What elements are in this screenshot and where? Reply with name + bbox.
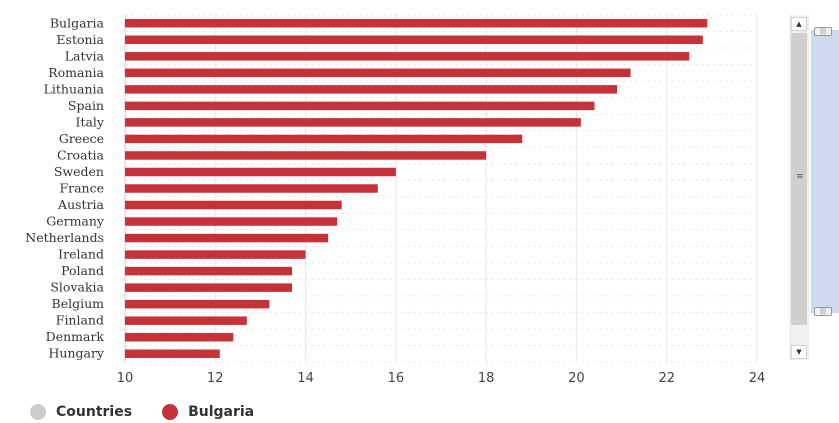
x-tick-label: 22: [658, 371, 675, 386]
bar-lithuania[interactable]: [125, 85, 617, 94]
legend-item-countries[interactable]: Countries: [30, 404, 132, 420]
category-label: Estonia: [56, 32, 104, 47]
bar-estonia[interactable]: [125, 36, 703, 45]
bars: [125, 19, 707, 358]
bar-netherlands[interactable]: [125, 234, 328, 243]
x-axis-tick-labels: 10 12 14 16 18 20 22 24: [117, 371, 766, 386]
category-label: Latvia: [65, 48, 105, 63]
scroll-up-icon[interactable]: ▲: [791, 17, 807, 31]
category-label: Germany: [46, 214, 105, 229]
bar-bulgaria[interactable]: [125, 19, 707, 28]
bar-sweden[interactable]: [125, 168, 396, 177]
bar-greece[interactable]: [125, 135, 522, 144]
navigator-selection[interactable]: ||| |||: [811, 30, 839, 313]
grip-lines-icon: ≡: [796, 173, 804, 182]
category-label: Denmark: [46, 329, 105, 344]
navigator-handle-bottom-icon[interactable]: |||: [814, 307, 832, 316]
bar-romania[interactable]: [125, 69, 631, 78]
bar-belgium[interactable]: [125, 300, 269, 309]
bar-germany[interactable]: [125, 217, 337, 226]
category-label: Hungary: [49, 346, 105, 361]
category-label: Spain: [68, 98, 104, 113]
x-tick-label: 14: [297, 371, 314, 386]
x-tick-label: 10: [117, 371, 134, 386]
navigator-handle-top-icon[interactable]: |||: [814, 27, 832, 36]
bar-spain[interactable]: [125, 102, 594, 111]
category-label: Austria: [57, 197, 104, 212]
bar-ireland[interactable]: [125, 250, 306, 259]
legend-label-bulgaria: Bulgaria: [188, 404, 254, 420]
bar-france[interactable]: [125, 184, 378, 193]
bar-hungary[interactable]: [125, 349, 220, 358]
category-label: Belgium: [52, 296, 105, 311]
bar-denmark[interactable]: [125, 333, 233, 342]
bar-latvia[interactable]: [125, 52, 689, 61]
legend-dot-countries: [30, 404, 46, 420]
x-tick-label: 24: [749, 371, 766, 386]
category-label: Finland: [56, 313, 104, 328]
category-label: Lithuania: [44, 81, 105, 96]
scrollbar-thumb[interactable]: ≡: [791, 33, 807, 325]
legend-dot-bulgaria: [162, 404, 178, 420]
bar-finland[interactable]: [125, 316, 247, 325]
bar-poland[interactable]: [125, 267, 292, 276]
scroll-down-icon[interactable]: ▼: [791, 345, 807, 359]
vertical-scrollbar[interactable]: ▲ ≡ ▼: [789, 15, 809, 360]
category-label: Poland: [61, 263, 104, 278]
category-label: France: [59, 181, 104, 196]
x-tick-label: 18: [478, 371, 495, 386]
bar-slovakia[interactable]: [125, 283, 292, 292]
category-label: Croatia: [57, 147, 105, 162]
category-label: Romania: [48, 65, 104, 80]
category-label: Netherlands: [25, 230, 104, 245]
category-label: Sweden: [54, 164, 104, 179]
bar-austria[interactable]: [125, 201, 342, 210]
legend-label-countries: Countries: [56, 404, 132, 420]
category-label: Ireland: [58, 247, 104, 262]
category-label: Greece: [59, 131, 104, 146]
category-label: Bulgaria: [50, 15, 105, 30]
category-label: Italy: [76, 114, 105, 129]
bar-italy[interactable]: [125, 118, 581, 127]
x-tick-label: 20: [568, 371, 585, 386]
legend-item-bulgaria[interactable]: Bulgaria: [162, 404, 254, 420]
bar-croatia[interactable]: [125, 151, 486, 160]
legend: Countries Bulgaria: [30, 404, 284, 420]
x-tick-label: 12: [207, 371, 224, 386]
x-tick-label: 16: [388, 371, 405, 386]
category-label: Slovakia: [50, 280, 104, 295]
